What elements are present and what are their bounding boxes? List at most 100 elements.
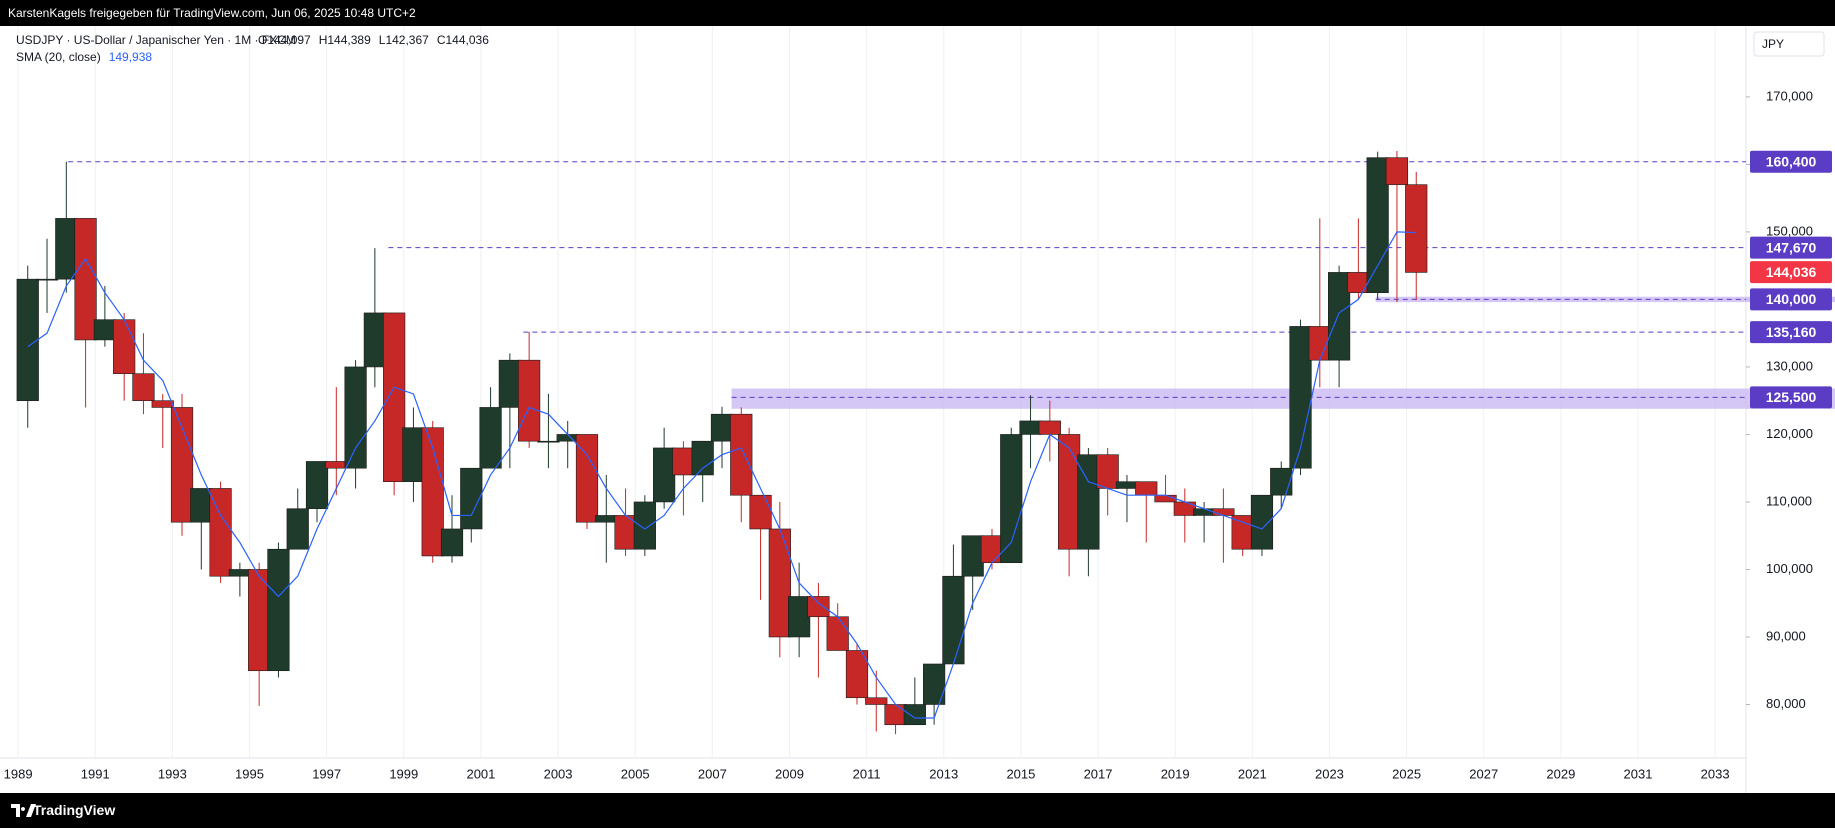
candle-body <box>1193 508 1216 516</box>
x-tick-label: 2025 <box>1392 766 1421 781</box>
candle-body <box>961 535 984 577</box>
candle-body <box>923 663 946 705</box>
candle-body <box>74 218 97 341</box>
candle-body <box>460 467 483 530</box>
candle-body <box>845 650 869 699</box>
candle-body <box>190 488 213 523</box>
candle-body <box>1405 184 1428 273</box>
x-tick-label: 2011 <box>853 766 881 781</box>
candle-body <box>884 704 907 726</box>
level-label: 125,500 <box>1766 389 1817 405</box>
candle-body <box>556 434 579 442</box>
candle-body <box>595 515 618 523</box>
logo <box>11 804 36 817</box>
candle-body <box>170 407 194 523</box>
level-box <box>1750 321 1832 344</box>
candle-body <box>1270 467 1293 496</box>
candle-body <box>440 528 464 557</box>
x-tick-label: 2003 <box>544 766 573 781</box>
x-tick-label: 2021 <box>1238 766 1267 781</box>
candle-body <box>35 278 59 281</box>
candle-body <box>691 440 714 476</box>
x-tick-label: 2017 <box>1084 766 1113 781</box>
ohlc-value: L142,367 <box>379 33 429 47</box>
x-tick-label: 1993 <box>158 766 187 781</box>
candle-body <box>113 319 136 374</box>
x-tick-label: 2005 <box>621 766 650 781</box>
level-box <box>1750 150 1832 173</box>
last-price-label: 144,036 <box>1766 264 1817 280</box>
candle-body <box>942 575 965 665</box>
share-bar: KarstenKagels freigegeben für TradingVie… <box>0 0 1835 26</box>
brand[interactable]: TradingView <box>33 802 116 818</box>
y-tick-label: 150,000 <box>1766 223 1813 238</box>
level-label: 160,400 <box>1766 153 1817 169</box>
candle-body <box>537 440 560 443</box>
candle-body <box>575 434 599 523</box>
candle-body <box>267 548 290 672</box>
candle-body <box>1308 326 1331 361</box>
candle-body <box>980 535 1004 564</box>
candle-body <box>1000 434 1023 564</box>
ohlc-value: C144,036 <box>437 33 489 47</box>
candle-body <box>1154 494 1177 503</box>
level-label: 135,160 <box>1766 324 1817 340</box>
x-tick-label: 2015 <box>1006 766 1035 781</box>
candle-body <box>479 407 502 469</box>
currency-box <box>1753 31 1825 57</box>
candle-body <box>1212 508 1235 516</box>
candle-body <box>710 413 734 442</box>
candle-body <box>383 312 406 483</box>
candle-body <box>807 596 830 618</box>
x-tick-label: 1995 <box>235 766 264 781</box>
x-tick-label: 1989 <box>4 766 33 781</box>
y-tick-label: 90,000 <box>1766 628 1806 643</box>
x-tick-label: 2013 <box>929 766 958 781</box>
candle-body <box>498 359 521 408</box>
level-label: 147,670 <box>1766 239 1817 255</box>
x-tick-label: 1997 <box>312 766 341 781</box>
candle-body <box>1366 157 1389 293</box>
candle-body <box>1115 481 1139 489</box>
x-tick-label: 2001 <box>466 766 495 781</box>
candle-body <box>209 488 232 577</box>
candle-body <box>305 461 329 510</box>
y-tick-label: 120,000 <box>1766 426 1813 441</box>
x-tick-label: 2033 <box>1701 766 1730 781</box>
candle-body <box>286 508 309 550</box>
candle-body <box>228 569 251 577</box>
x-tick-label: 2023 <box>1315 766 1344 781</box>
candle-body <box>363 312 386 368</box>
candle-body <box>730 413 753 496</box>
level-label: 140,000 <box>1766 291 1817 307</box>
sma-value: 149,938 <box>109 50 153 64</box>
level-box <box>1750 236 1832 259</box>
y-tick-label: 110,000 <box>1766 493 1812 508</box>
candle-body <box>1077 454 1100 550</box>
candle-body <box>344 366 367 469</box>
candle-body <box>1096 454 1119 489</box>
sma-line <box>27 231 1417 719</box>
last-price-box <box>1750 261 1832 284</box>
ohlc-value: O144,097 <box>258 33 311 47</box>
candle-body <box>1385 157 1409 185</box>
y-tick-label: 80,000 <box>1766 696 1806 711</box>
footer: TradingView <box>0 793 1835 828</box>
candle-body <box>749 494 772 530</box>
candle-body <box>16 278 39 401</box>
candle-body <box>633 501 656 550</box>
candle-body <box>826 616 849 651</box>
y-tick-label: 170,000 <box>1766 88 1813 103</box>
x-tick-label: 2007 <box>698 766 727 781</box>
candle-body <box>421 427 444 557</box>
level-box <box>1750 288 1832 311</box>
candle-body <box>55 218 78 280</box>
candle-body <box>1347 272 1370 293</box>
chart: 1989 1991 1993 1995 1997 1999 2001 2003 2005 2007… <box>0 26 1835 793</box>
candle-body <box>653 447 676 503</box>
ohlc-value: H144,389 <box>319 33 371 47</box>
y-tick-label: 130,000 <box>1766 358 1813 373</box>
symbol: USDJPY · US-Dollar / Japanischer Yen · 1… <box>16 33 296 47</box>
candle-body <box>325 461 348 469</box>
